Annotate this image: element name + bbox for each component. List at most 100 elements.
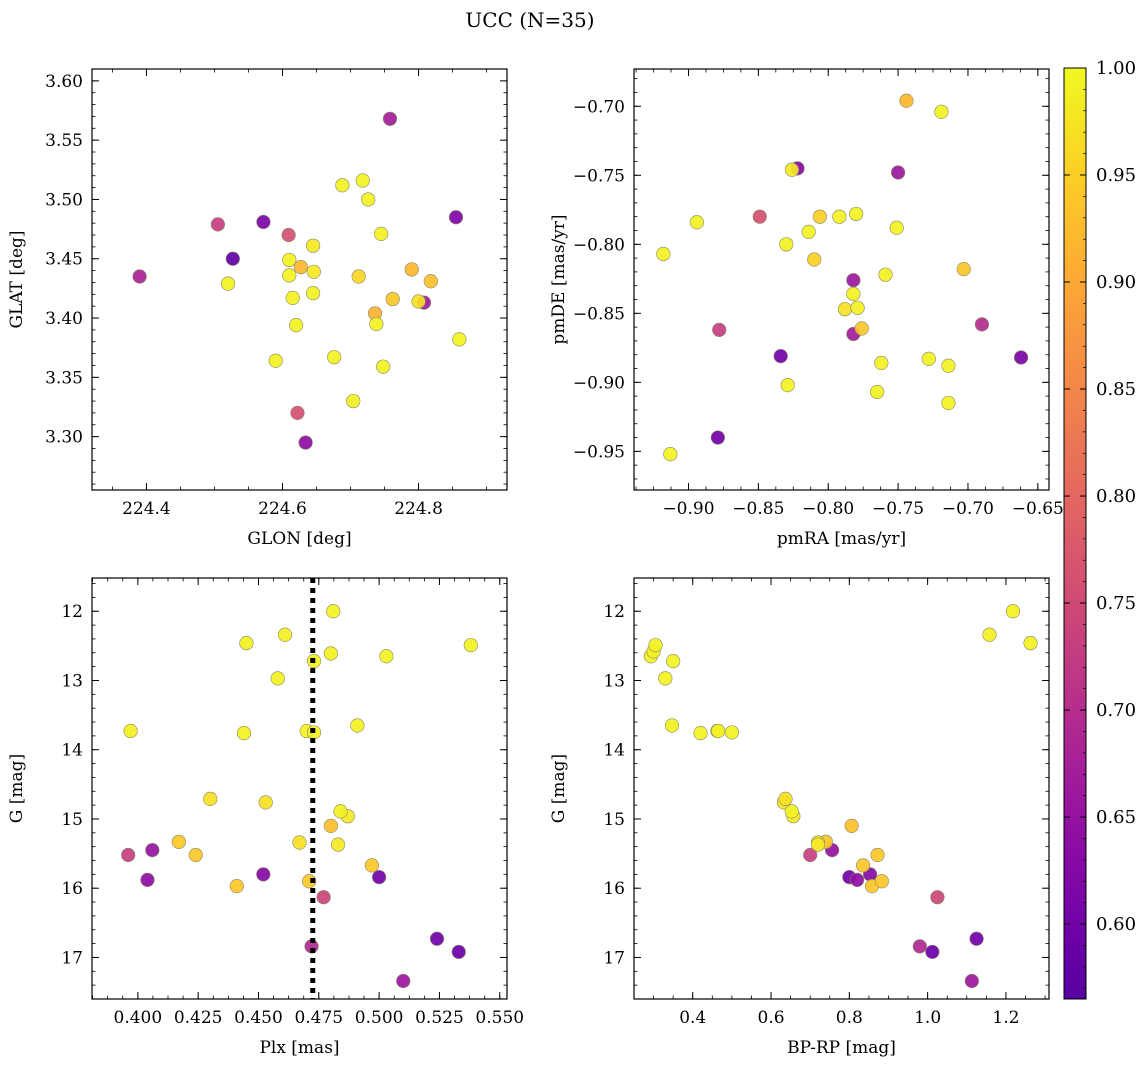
- data-point: [145, 843, 160, 858]
- data-point: [210, 217, 225, 232]
- data-point: [666, 653, 681, 669]
- data-point: [878, 267, 893, 282]
- x-tick-label: 0.525: [415, 1008, 464, 1028]
- data-points: [656, 93, 1029, 462]
- data-point: [1023, 635, 1038, 651]
- data-point: [889, 220, 904, 235]
- data-point: [306, 238, 321, 253]
- data-point: [801, 224, 816, 239]
- y-tick-label: −0.80: [573, 235, 625, 255]
- scatter-panel-2: −0.90 −0.85 −0.80 −0.75 −0.70 −0.65 −0.95 −0.90…: [549, 68, 1064, 549]
- y-axis-label: G [mag]: [7, 754, 27, 823]
- data-point: [925, 944, 940, 960]
- y-tick-label: 3.30: [45, 428, 83, 448]
- data-point: [941, 395, 956, 411]
- y-tick-label: −0.90: [573, 373, 625, 393]
- data-point: [452, 332, 467, 347]
- y-tick-label: −0.95: [573, 442, 625, 462]
- data-point: [941, 358, 956, 373]
- data-point: [807, 252, 822, 267]
- x-axis-label: pmRA [mas/yr]: [777, 529, 906, 549]
- y-tick-label: 13: [61, 671, 83, 691]
- data-point: [855, 858, 871, 873]
- y-tick-label: 15: [603, 810, 625, 830]
- data-point: [663, 447, 678, 462]
- data-point: [656, 246, 671, 262]
- figure-title: UCC (N=35): [465, 8, 594, 32]
- x-tick-label: −0.70: [942, 499, 994, 519]
- x-tick-label: 0.8: [836, 1008, 863, 1028]
- colorbar-tick-label: 0.80: [1096, 486, 1136, 507]
- data-point: [374, 226, 389, 241]
- data-point: [784, 804, 799, 819]
- data-point: [306, 286, 321, 301]
- x-tick-label: 224.8: [394, 499, 443, 519]
- data-point: [277, 627, 293, 642]
- data-point: [849, 206, 864, 222]
- x-tick-label: −0.90: [662, 499, 714, 519]
- data-point: [306, 264, 321, 279]
- y-tick-label: 3.50: [45, 190, 83, 210]
- y-axis-label: pmDE [mas/yr]: [549, 214, 569, 344]
- data-point: [396, 973, 411, 989]
- data-point: [890, 165, 906, 180]
- y-tick-label: 14: [603, 741, 625, 761]
- data-point: [870, 384, 885, 400]
- axes-frame: [91, 68, 508, 491]
- ticks: 224.4 224.6 224.8 3.30 3.35 3.40 3.45 3.50 3.55 3…: [45, 68, 507, 519]
- x-tick-label: 0.550: [475, 1008, 524, 1028]
- data-point: [711, 723, 726, 739]
- data-point: [256, 214, 271, 230]
- data-point: [803, 847, 818, 863]
- x-tick-label: 1.0: [914, 1008, 941, 1028]
- data-point: [854, 321, 869, 336]
- data-point: [912, 939, 927, 954]
- x-tick-label: −0.85: [732, 499, 784, 519]
- data-point: [423, 274, 438, 289]
- x-tick-label: 0.4: [679, 1008, 706, 1028]
- data-point: [870, 847, 885, 863]
- ticks: −0.90 −0.85 −0.80 −0.75 −0.70 −0.65 −0.95 −0.90…: [573, 69, 1064, 519]
- data-point: [293, 259, 308, 275]
- data-point: [404, 262, 419, 277]
- data-point: [451, 944, 466, 960]
- y-tick-label: 16: [61, 879, 83, 899]
- data-point: [974, 317, 990, 332]
- data-points: [643, 604, 1038, 989]
- data-point: [350, 718, 365, 733]
- data-point: [140, 872, 155, 888]
- data-point: [784, 162, 799, 177]
- data-point: [921, 351, 936, 366]
- x-axis-label: BP-RP [mag]: [787, 1038, 896, 1058]
- data-point: [369, 316, 384, 332]
- data-point: [351, 269, 366, 284]
- y-tick-label: −0.70: [573, 97, 625, 117]
- data-point: [779, 237, 794, 252]
- data-point: [225, 251, 240, 266]
- x-tick-label: −0.65: [1012, 499, 1064, 519]
- data-point: [832, 209, 847, 224]
- data-point: [258, 795, 273, 810]
- data-point: [850, 872, 865, 888]
- data-point: [1005, 604, 1021, 619]
- data-point: [282, 252, 297, 268]
- data-point: [256, 867, 271, 882]
- axes-frame: [91, 577, 508, 1000]
- x-tick-label: 0.6: [758, 1008, 785, 1028]
- data-point: [429, 931, 445, 946]
- y-tick-label: 12: [61, 602, 83, 622]
- y-tick-label: 3.35: [45, 368, 83, 388]
- data-point: [693, 726, 708, 741]
- x-tick-label: −0.75: [872, 499, 924, 519]
- data-points: [121, 604, 478, 989]
- x-tick-label: −0.80: [802, 499, 854, 519]
- colorbar-tick-label: 0.65: [1096, 807, 1136, 828]
- axes-frame: [633, 577, 1050, 1000]
- data-point: [969, 931, 984, 946]
- y-tick-label: 3.40: [45, 309, 83, 329]
- data-point: [982, 627, 997, 642]
- data-point: [837, 302, 853, 317]
- scatter-panel-1: 224.4 224.6 224.8 3.30 3.35 3.40 3.45 3.50 3.55 3…: [7, 68, 508, 549]
- y-tick-label: 3.55: [45, 131, 83, 151]
